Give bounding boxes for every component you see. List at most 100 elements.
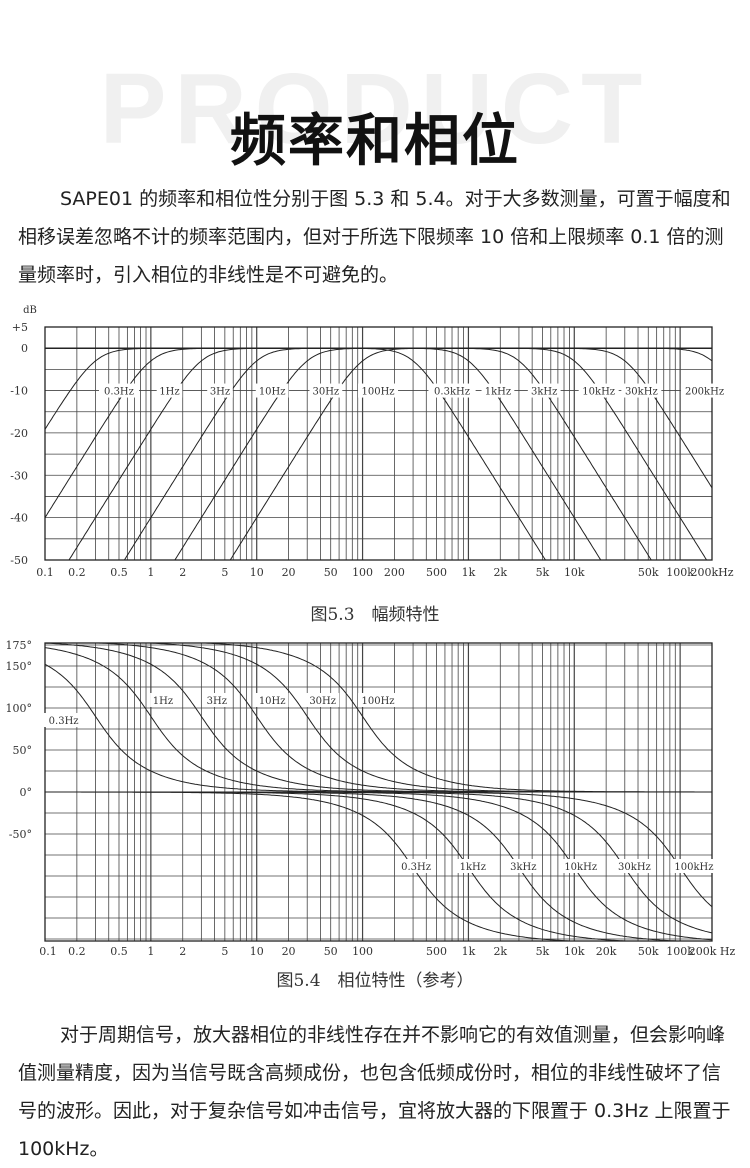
curve-label-bg	[150, 693, 176, 707]
x-tick-label: 500	[426, 566, 447, 579]
x-tick-label: 0.1	[36, 566, 54, 579]
amplitude-chart: dB +5 0 -10 -20 -30 -40 -50 0.1 0.2 0.5 1 2 5 10 20 50 10…	[10, 305, 733, 579]
curve-label-bg	[156, 383, 183, 398]
curve-label-bg	[614, 859, 655, 873]
x-tick-label: 500	[426, 945, 447, 958]
curve-label: 0.3Hz	[401, 862, 431, 873]
phase-chart-caption: 图5.4 相位特性（参考）	[276, 971, 474, 991]
highpass-phase-curve	[136, 643, 712, 793]
lowpass-curve	[45, 347, 712, 362]
curve-label-bg	[207, 383, 233, 398]
amplitude-chart-caption: 图5.3 幅频特性	[310, 605, 440, 625]
lowpass-phase-curve	[45, 791, 712, 908]
y-tick-label: 50°	[13, 744, 33, 757]
curve-label-bg	[428, 383, 476, 398]
x-tick-label: 0.2	[68, 566, 86, 579]
curve-label: 30kHz	[618, 862, 651, 873]
lowpass-phase-curve	[45, 791, 689, 941]
curve-label-bg	[306, 693, 340, 707]
intro-paragraph: SAPE01 的频率和相位性分别于图 5.3 和 5.4。对于大多数测量，可置于…	[18, 188, 731, 286]
y-tick-label: 100°	[6, 702, 33, 715]
x-tick-label: 5k	[536, 566, 550, 579]
x-tick-label: 5	[221, 566, 228, 579]
y-tick-label: -50	[10, 554, 28, 567]
curve-label-bg	[481, 383, 515, 398]
y-tick-label: -20	[10, 427, 28, 440]
curve-label: 200kHz	[685, 387, 724, 398]
highpass-phase-curve	[45, 643, 712, 793]
x-tick-label: 50k	[638, 945, 659, 958]
x-tick-label: 5k	[536, 945, 550, 958]
x-tick-label: 2k	[493, 566, 507, 579]
x-tick-label: 200kHz	[690, 566, 733, 579]
x-tick-label: 2k	[493, 945, 507, 958]
x-tick-label: 0.2	[68, 945, 86, 958]
x-tick-label: 20	[282, 945, 296, 958]
curve-label: 0.3Hz	[49, 716, 79, 727]
x-tick-label: 20k	[596, 945, 617, 958]
lowpass-phase-curve	[45, 791, 639, 941]
curve-label: 0.3kHz	[434, 387, 470, 398]
curve-label-bg	[621, 383, 662, 398]
curve-label-bg	[680, 383, 729, 398]
x-tick-label: 1k	[462, 945, 476, 958]
x-tick-label: 2	[179, 566, 186, 579]
curve-label: 100Hz	[361, 696, 394, 707]
curve-label: 0.3Hz	[104, 387, 134, 398]
x-tick-label: 50k	[638, 566, 659, 579]
y-axis-unit: dB	[23, 305, 37, 316]
x-tick-label: 10k	[564, 945, 585, 958]
x-tick-label: 0.1	[39, 945, 57, 958]
curve-label-bg	[98, 383, 139, 398]
curve-label-bg	[255, 693, 289, 707]
x-tick-label: 20	[282, 566, 296, 579]
conclusion-paragraph: 对于周期信号，放大器相位的非线性存在并不影响它的有效值测量，但会影响峰值测量精度…	[18, 1024, 731, 1160]
x-tick-label: 1	[147, 945, 154, 958]
y-tick-label: 150°	[6, 660, 33, 673]
page-title: 频率和相位	[230, 109, 520, 174]
x-tick-label: 200k Hz	[689, 945, 736, 958]
curve-label: 3kHz	[510, 862, 536, 873]
lowpass-curve	[45, 347, 708, 560]
y-tick-label: 175°	[6, 639, 33, 652]
highpass-phase-curve	[191, 643, 712, 793]
highpass-phase-curve	[86, 643, 712, 793]
curve-label-bg	[255, 383, 289, 398]
curve-label-bg	[670, 859, 718, 873]
y-tick-label: -40	[10, 512, 28, 525]
curve-label: 10Hz	[259, 387, 286, 398]
curve-label: 10Hz	[259, 696, 286, 707]
x-tick-label: 0.5	[110, 566, 128, 579]
x-tick-label: 1k	[462, 566, 476, 579]
x-tick-label: 100k	[666, 566, 694, 579]
curve-label: 30kHz	[625, 387, 658, 398]
product-watermark: PRODUCT	[99, 53, 651, 165]
curve-label: 30Hz	[312, 387, 339, 398]
curve-label: 10kHz	[564, 862, 597, 873]
x-tick-label: 10k	[564, 566, 585, 579]
curve-label: 10kHz	[582, 387, 615, 398]
x-tick-label: 2	[179, 945, 186, 958]
y-tick-label: -30	[10, 469, 28, 482]
curve-label-bg	[456, 859, 490, 873]
curve-label-bg	[560, 859, 601, 873]
x-tick-label: 100	[352, 566, 373, 579]
curve-label: 30Hz	[309, 696, 336, 707]
y-tick-label: -10	[10, 385, 28, 398]
curve-label-bg	[578, 383, 619, 398]
curve-label-bg	[358, 693, 399, 707]
phase-chart: 175° 150° 100° 50° 0° -50° 0.1 0.2 0.5 1 2 5 10 20 50 1…	[6, 639, 736, 958]
curve-label-bg	[358, 383, 399, 398]
lowpass-phase-curve	[45, 791, 584, 941]
curve-label: 1Hz	[159, 387, 179, 398]
curve-label-bg	[204, 693, 230, 707]
y-tick-label: 0°	[20, 786, 33, 799]
y-tick-label: +5	[12, 321, 28, 334]
curve-label-bg	[396, 859, 437, 873]
x-tick-label: 10	[250, 566, 264, 579]
x-tick-label: 10	[250, 945, 264, 958]
plot-frame	[44, 326, 713, 561]
curve-label-bg	[43, 713, 84, 727]
curve-label-bg	[527, 383, 561, 398]
y-tick-label: -50°	[9, 828, 32, 841]
